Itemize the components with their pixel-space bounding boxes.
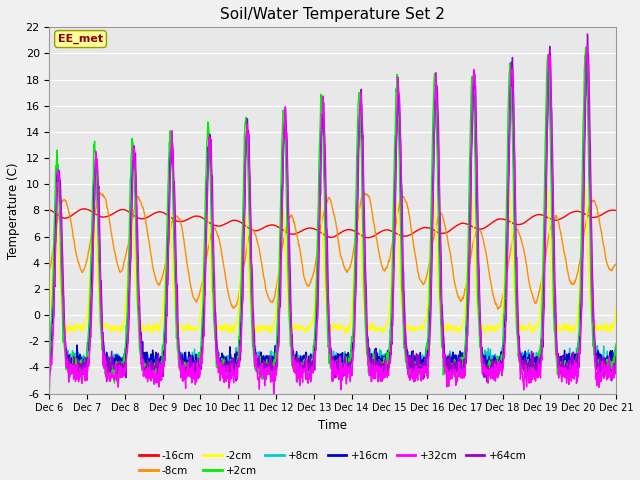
+16cm xyxy=(45,363,53,369)
-2cm xyxy=(562,323,570,328)
+2cm xyxy=(578,203,586,209)
+64cm xyxy=(349,352,357,358)
+32cm xyxy=(562,367,570,373)
-8cm xyxy=(563,260,570,265)
X-axis label: Time: Time xyxy=(318,419,347,432)
Y-axis label: Temperature (C): Temperature (C) xyxy=(7,162,20,259)
-8cm xyxy=(494,306,502,312)
+8cm xyxy=(612,348,620,354)
+2cm xyxy=(111,380,118,386)
Legend: -16cm, -8cm, -2cm, +2cm, +8cm, +16cm, +32cm, +64cm: -16cm, -8cm, -2cm, +2cm, +8cm, +16cm, +3… xyxy=(134,446,531,480)
+8cm xyxy=(582,48,590,53)
+16cm xyxy=(497,353,505,359)
+2cm xyxy=(562,366,570,372)
-16cm xyxy=(362,235,369,240)
+64cm xyxy=(562,362,570,368)
Line: +2cm: +2cm xyxy=(49,48,616,383)
+2cm xyxy=(612,341,620,347)
+64cm xyxy=(578,304,586,310)
Line: +16cm: +16cm xyxy=(49,65,616,375)
-16cm xyxy=(612,207,620,213)
-8cm xyxy=(204,248,211,253)
-8cm xyxy=(45,266,53,272)
+2cm xyxy=(362,328,369,334)
+32cm xyxy=(497,362,505,368)
+8cm xyxy=(362,292,369,298)
-16cm xyxy=(364,235,372,240)
-16cm xyxy=(80,206,88,212)
Line: -16cm: -16cm xyxy=(49,209,616,238)
-2cm xyxy=(481,331,489,337)
-16cm xyxy=(349,228,357,233)
+2cm xyxy=(349,324,357,329)
+32cm xyxy=(204,179,211,184)
+16cm xyxy=(362,286,369,291)
-2cm xyxy=(45,307,53,312)
+16cm xyxy=(349,338,357,344)
+64cm xyxy=(612,354,620,360)
-8cm xyxy=(612,261,620,267)
+8cm xyxy=(45,357,53,363)
+8cm xyxy=(204,162,211,168)
+32cm xyxy=(349,354,357,360)
Line: +8cm: +8cm xyxy=(49,50,616,377)
Title: Soil/Water Temperature Set 2: Soil/Water Temperature Set 2 xyxy=(220,7,445,22)
+32cm xyxy=(584,43,591,48)
-8cm xyxy=(96,190,104,195)
+2cm xyxy=(204,123,211,129)
+32cm xyxy=(362,294,369,300)
-16cm xyxy=(204,218,211,224)
+16cm xyxy=(612,347,620,352)
+64cm xyxy=(204,191,211,197)
-2cm xyxy=(580,180,588,186)
Line: -2cm: -2cm xyxy=(49,183,616,334)
-16cm xyxy=(498,216,506,222)
-8cm xyxy=(498,298,506,303)
+16cm xyxy=(578,276,586,281)
+2cm xyxy=(582,45,589,50)
+32cm xyxy=(578,286,586,292)
+8cm xyxy=(452,374,460,380)
-2cm xyxy=(349,286,357,291)
+8cm xyxy=(497,350,505,356)
-2cm xyxy=(578,228,586,233)
+8cm xyxy=(349,331,357,336)
+2cm xyxy=(497,352,505,358)
+8cm xyxy=(578,256,586,262)
+16cm xyxy=(582,62,590,68)
+32cm xyxy=(270,391,278,397)
+32cm xyxy=(612,361,620,367)
Text: EE_met: EE_met xyxy=(58,34,103,44)
-8cm xyxy=(349,249,357,255)
Line: +64cm: +64cm xyxy=(49,34,616,382)
+64cm xyxy=(45,373,53,379)
+16cm xyxy=(204,172,211,178)
-16cm xyxy=(563,213,570,218)
+64cm xyxy=(483,379,491,384)
Line: -8cm: -8cm xyxy=(49,192,616,309)
-8cm xyxy=(578,245,586,251)
-16cm xyxy=(45,207,53,213)
+64cm xyxy=(362,260,369,265)
+64cm xyxy=(497,363,505,369)
+16cm xyxy=(447,372,455,378)
Line: +32cm: +32cm xyxy=(49,46,616,394)
+2cm xyxy=(45,354,53,360)
+16cm xyxy=(562,360,570,366)
-2cm xyxy=(362,319,369,324)
-16cm xyxy=(578,210,586,216)
+32cm xyxy=(45,387,53,393)
-8cm xyxy=(362,192,369,197)
+64cm xyxy=(584,31,591,37)
+8cm xyxy=(562,366,570,372)
-2cm xyxy=(497,316,505,322)
-2cm xyxy=(204,209,211,215)
-2cm xyxy=(612,305,620,311)
